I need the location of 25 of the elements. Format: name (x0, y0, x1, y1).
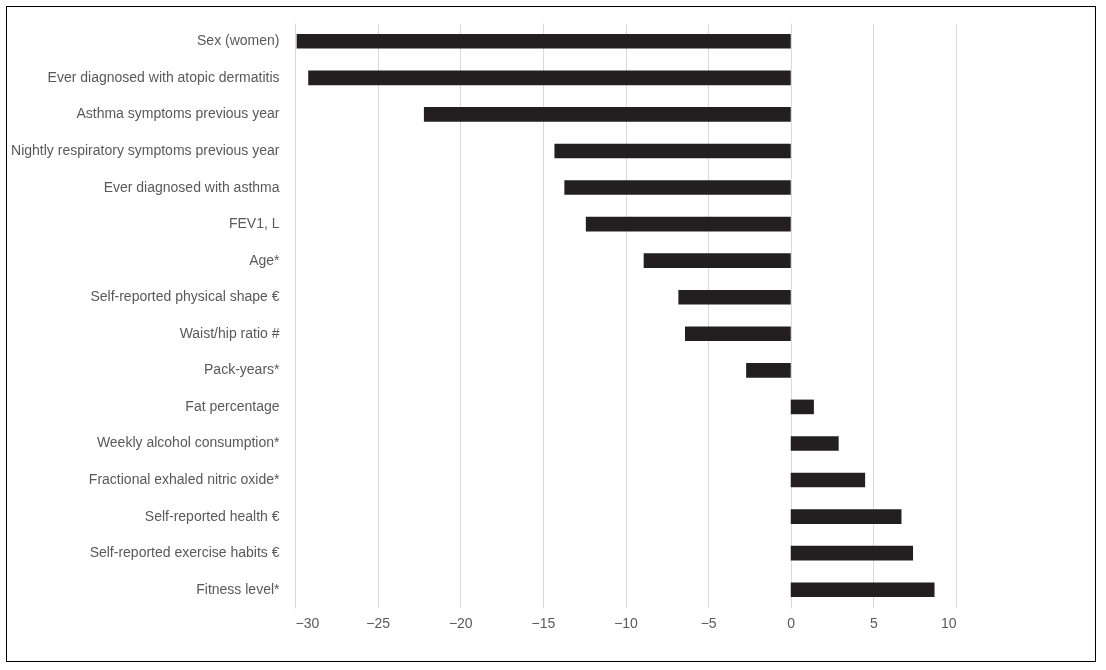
y-tick-label: Pack-years* (204, 361, 281, 378)
y-tick-label: Sex (women) (197, 32, 280, 49)
y-tick-label: FEV1, L (228, 215, 280, 232)
y-tick-label: Self-reported health € (144, 507, 280, 524)
x-tick-label: −30 (295, 614, 320, 631)
y-tick-label: Waist/hip ratio # (179, 324, 280, 341)
x-tick-label: −20 (448, 614, 473, 631)
y-tick-label: Weekly alcohol consumption* (96, 434, 281, 451)
y-tick-label: Asthma symptoms previous year (76, 105, 280, 122)
y-tick-label: Ever diagnosed with atopic dermatitis (47, 68, 280, 85)
x-tick-label: −10 (614, 614, 639, 631)
x-tick-label: 10 (940, 614, 957, 631)
x-tick-label: −5 (700, 614, 717, 631)
y-tick-label: Age* (249, 251, 281, 268)
x-tick-label: 5 (869, 614, 878, 631)
y-tick-label: Fractional exhaled nitric oxide* (88, 471, 281, 488)
y-tick-label: Self-reported exercise habits € (89, 544, 280, 561)
y-tick-label: Self-reported physical shape € (90, 288, 280, 305)
x-tick-label: −15 (531, 614, 556, 631)
y-tick-label: Fitness level* (196, 580, 281, 597)
x-tick-label: −25 (366, 614, 391, 631)
y-tick-label: Ever diagnosed with asthma (103, 178, 280, 195)
y-tick-label: Nightly respiratory symptoms previous year (11, 141, 280, 158)
x-tick-label: 0 (787, 614, 796, 631)
y-tick-label: Fat percentage (185, 397, 280, 414)
